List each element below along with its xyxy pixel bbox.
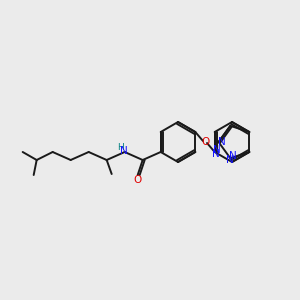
Text: H: H: [117, 143, 124, 152]
Text: N: N: [212, 149, 220, 159]
Text: N: N: [213, 145, 220, 155]
Text: N: N: [230, 151, 237, 161]
Text: O: O: [201, 137, 209, 147]
Text: N: N: [226, 155, 234, 165]
Text: N: N: [218, 137, 225, 147]
Text: O: O: [134, 175, 142, 185]
Text: N: N: [120, 146, 128, 156]
